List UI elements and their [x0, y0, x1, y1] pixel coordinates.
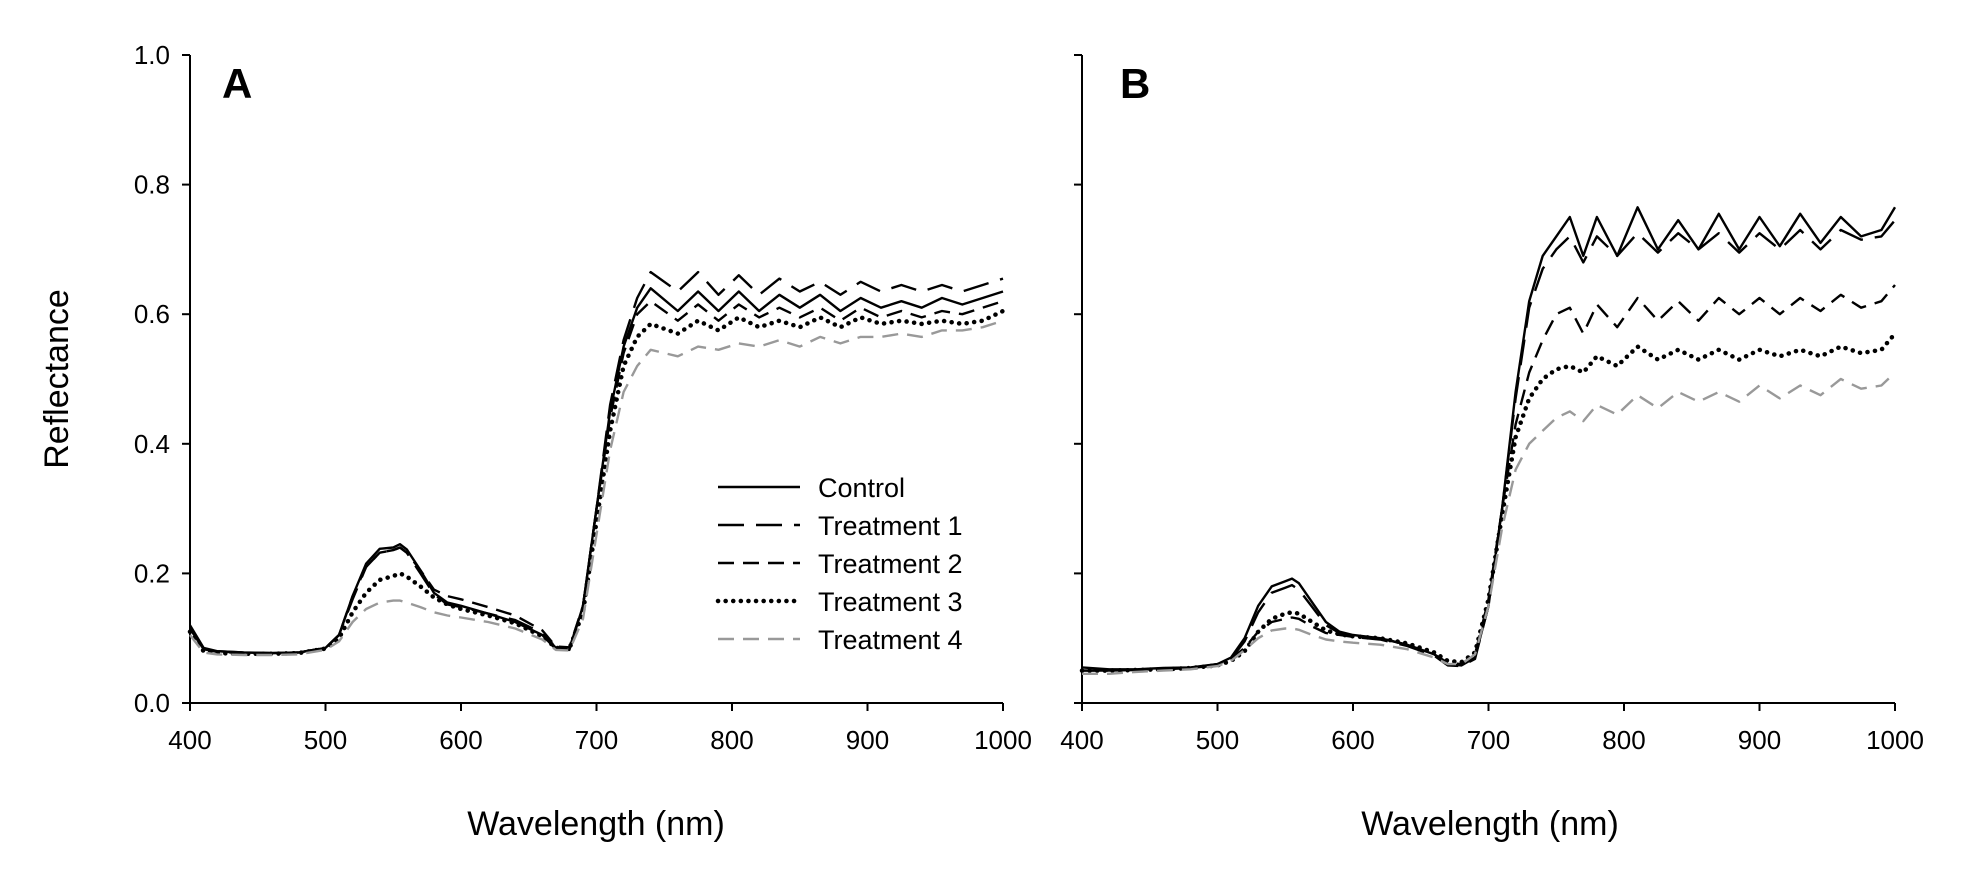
- x-tick-label: 500: [304, 725, 347, 755]
- x-tick-label: 400: [1060, 725, 1103, 755]
- x-tick-label: 600: [1331, 725, 1374, 755]
- x-tick-label: 700: [1467, 725, 1510, 755]
- y-tick-label: 0.0: [134, 688, 170, 718]
- series-line-treatment-4: [189, 319, 1004, 657]
- x-tick-label: 1000: [974, 725, 1032, 755]
- legend-label-treatment-3: Treatment 3: [818, 587, 963, 617]
- x-tick-label: 500: [1196, 725, 1239, 755]
- x-tick-label: 700: [575, 725, 618, 755]
- x-tick-label: 900: [1738, 725, 1781, 755]
- x-tick-label: 800: [1602, 725, 1645, 755]
- series-group: [1079, 206, 1898, 675]
- y-axis-title: Reflectance: [38, 289, 76, 469]
- x-axis-title: Wavelength (nm): [467, 805, 725, 843]
- y-tick-label: 0.2: [134, 558, 170, 588]
- axis-ticks: 400 500 600 700 800 900 1000 0.0 0.2 0.4 0.6 0.8 1.0: [134, 40, 1032, 755]
- legend-label-treatment-1: Treatment 1: [818, 511, 963, 541]
- x-tick-label: 600: [439, 725, 482, 755]
- panel-b: 400 500 600 700 800 900 1000 B Wavelength (nm): [1060, 54, 1924, 843]
- y-tick-label: 1.0: [134, 40, 170, 70]
- legend-label-control: Control: [818, 473, 905, 503]
- legend-label-treatment-2: Treatment 2: [818, 549, 963, 579]
- panel-label: A: [222, 60, 252, 107]
- series-line-treatment-3: [187, 308, 1006, 657]
- panel-label: B: [1120, 60, 1150, 107]
- x-tick-label: 800: [710, 725, 753, 755]
- y-tick-label: 0.4: [134, 429, 170, 459]
- legend: Control Treatment 1 Treatment 2 Treatmen…: [715, 473, 963, 655]
- series-line-treatment-3: [1079, 331, 1898, 673]
- legend-label-treatment-4: Treatment 4: [818, 625, 963, 655]
- series-line-treatment-4: [1082, 371, 1896, 675]
- series-line-treatment-2: [1082, 284, 1896, 672]
- panel-a: 400 500 600 700 800 900 1000 0.0 0.2 0.4 0.6 0.8 1.0…: [38, 40, 1032, 843]
- x-tick-label: 1000: [1866, 725, 1924, 755]
- x-tick-label: 900: [846, 725, 889, 755]
- series-group: [187, 270, 1006, 657]
- series-line-treatment-2: [188, 300, 1004, 655]
- x-axis-title: Wavelength (nm): [1361, 805, 1619, 843]
- x-tick-label: 400: [168, 725, 211, 755]
- y-tick-label: 0.6: [134, 299, 170, 329]
- axis-ticks: 400 500 600 700 800 900 1000: [1060, 54, 1924, 755]
- y-tick-label: 0.8: [134, 170, 170, 200]
